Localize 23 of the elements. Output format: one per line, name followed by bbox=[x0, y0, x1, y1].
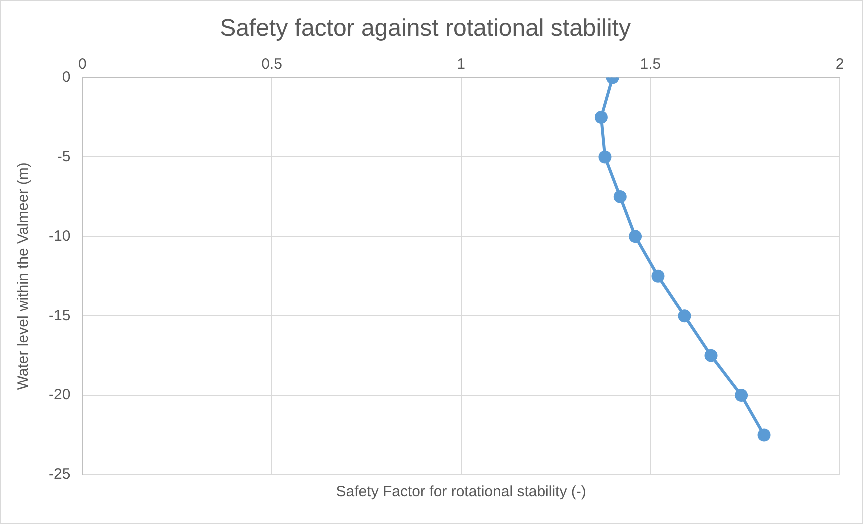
point bbox=[598, 150, 612, 164]
x-axis-title: Safety Factor for rotational stability (-) bbox=[336, 484, 586, 501]
point bbox=[614, 190, 627, 204]
point bbox=[594, 111, 608, 124]
x-tick-label: 0 bbox=[78, 56, 87, 73]
y-tick-label: -25 bbox=[48, 466, 71, 484]
point bbox=[704, 349, 718, 362]
y-tick-label: 0 bbox=[62, 68, 71, 86]
point bbox=[758, 428, 771, 442]
x-tick-label: 2 bbox=[836, 56, 844, 73]
y-tick-label: -20 bbox=[48, 386, 71, 404]
y-axis-title: Water level within the Valmeer (m) bbox=[15, 162, 32, 390]
point bbox=[678, 310, 692, 323]
chart-title: Safety factor against rotational stability bbox=[220, 15, 631, 42]
point bbox=[629, 230, 642, 244]
point bbox=[735, 389, 748, 402]
y-tick-label: -15 bbox=[48, 307, 71, 324]
x-tick-label: 0.5 bbox=[262, 56, 282, 73]
x-tick-label: 1.5 bbox=[640, 56, 662, 73]
y-tick-label: -10 bbox=[48, 228, 71, 245]
y-tick-label: -5 bbox=[57, 148, 71, 166]
point bbox=[652, 270, 665, 283]
x-tick-label: 1 bbox=[457, 56, 466, 73]
